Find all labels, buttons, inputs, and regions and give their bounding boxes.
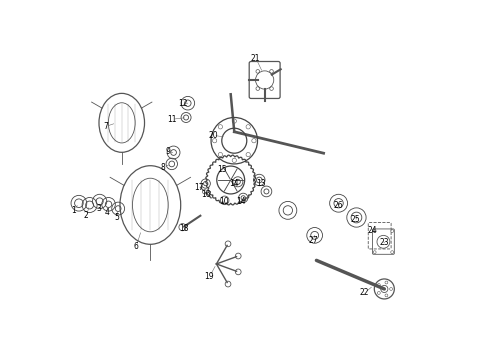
Text: 21: 21 [251, 54, 261, 63]
Text: 6: 6 [134, 242, 139, 251]
Text: 15: 15 [217, 165, 226, 174]
Text: 7: 7 [103, 122, 108, 131]
Text: 2: 2 [84, 211, 88, 220]
Text: 14: 14 [229, 179, 239, 188]
Text: 10: 10 [219, 197, 228, 206]
Text: 17: 17 [194, 183, 203, 192]
Text: 11: 11 [167, 115, 176, 124]
Text: 9: 9 [165, 147, 170, 156]
Text: 24: 24 [367, 225, 377, 234]
Text: 12: 12 [178, 99, 187, 108]
Text: 5: 5 [114, 213, 119, 222]
Text: 22: 22 [360, 288, 369, 297]
Text: 16: 16 [201, 190, 211, 199]
Text: 3: 3 [96, 204, 101, 213]
Text: 13: 13 [256, 179, 266, 188]
Text: 23: 23 [379, 238, 389, 247]
Text: 27: 27 [308, 236, 318, 245]
Text: 18: 18 [179, 224, 189, 233]
Text: 1: 1 [71, 206, 76, 215]
Text: 4: 4 [105, 208, 110, 217]
Text: 14: 14 [237, 197, 246, 206]
Text: 20: 20 [208, 131, 218, 140]
Text: 8: 8 [160, 163, 165, 172]
Text: 19: 19 [204, 272, 214, 281]
Text: 26: 26 [333, 201, 343, 210]
Text: 25: 25 [351, 215, 361, 224]
